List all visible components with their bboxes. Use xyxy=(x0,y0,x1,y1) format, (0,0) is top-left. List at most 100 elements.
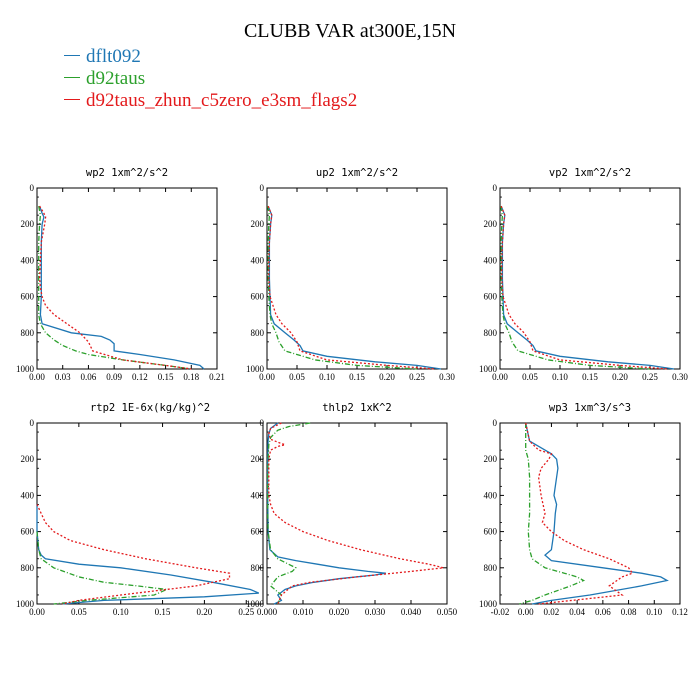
x-tick-label: 0.050 xyxy=(437,607,458,617)
x-tick-label: -0.02 xyxy=(491,607,510,617)
legend-swatch xyxy=(64,77,80,79)
x-tick-label: 0.18 xyxy=(183,372,199,382)
y-tick-label: 800 xyxy=(21,328,35,338)
x-tick-label: 0.25 xyxy=(238,607,254,617)
x-tick-label: 0.00 xyxy=(29,607,45,617)
y-tick-label: 400 xyxy=(484,255,498,265)
plot-frame xyxy=(266,422,448,605)
y-tick-label: 600 xyxy=(21,527,35,537)
x-tick-label: 0.20 xyxy=(379,372,395,382)
y-tick-label: 0 xyxy=(30,418,35,428)
y-tick-label: 800 xyxy=(251,328,265,338)
x-tick-label: 0.10 xyxy=(552,372,568,382)
legend-item-d92taus-zhun: d92taus_zhun_c5zero_e3sm_flags2 xyxy=(64,90,357,112)
x-tick-label: 0.15 xyxy=(349,372,365,382)
series-line-d92taus xyxy=(266,205,418,370)
panel-title: wp2 1xm^2/s^2 xyxy=(86,167,168,179)
y-tick-label: 0 xyxy=(30,183,35,193)
y-tick-label: 400 xyxy=(251,255,265,265)
series-line-dflt092 xyxy=(267,205,442,370)
y-tick-label: 400 xyxy=(484,490,498,500)
y-tick-label: 1000 xyxy=(479,364,498,374)
legend-item-dflt092: dflt092 xyxy=(64,46,141,68)
legend-swatch xyxy=(64,55,80,57)
x-tick-label: 0.12 xyxy=(672,607,688,617)
panel-title: up2 1xm^2/s^2 xyxy=(316,167,398,179)
x-tick-label: 0.020 xyxy=(329,607,350,617)
y-tick-label: 200 xyxy=(484,454,498,464)
y-tick-label: 800 xyxy=(21,563,35,573)
x-tick-label: 0.09 xyxy=(106,372,122,382)
y-tick-label: 600 xyxy=(251,292,265,302)
legend-item-d92taus: d92taus xyxy=(64,68,145,90)
series-line-d92taus xyxy=(519,423,586,605)
y-tick-label: 200 xyxy=(484,219,498,229)
x-tick-label: 0.15 xyxy=(582,372,598,382)
panel-title: wp3 1xm^3/s^3 xyxy=(549,402,631,414)
y-tick-label: 1000 xyxy=(246,599,265,609)
series-line-dflt092 xyxy=(36,504,260,605)
y-tick-label: 0 xyxy=(260,183,265,193)
chart-panel-6: wp3 1xm^3/s^3 0 200 400 600 800 1000-0.02 0.00 0… xyxy=(479,402,688,617)
series-line-d92taus_zhun_c5zero_e3sm_flags2 xyxy=(268,422,444,605)
y-tick-label: 200 xyxy=(21,219,35,229)
y-tick-label: 200 xyxy=(251,454,265,464)
y-tick-label: 600 xyxy=(484,527,498,537)
y-tick-label: 400 xyxy=(251,490,265,500)
legend-swatch xyxy=(64,99,80,101)
plot-frame xyxy=(499,422,681,605)
y-tick-label: 800 xyxy=(484,563,498,573)
series-line-dflt092 xyxy=(38,205,205,370)
series-line-d92taus xyxy=(38,205,192,370)
x-tick-label: 0.04 xyxy=(569,607,585,617)
x-tick-label: 0.25 xyxy=(642,372,658,382)
y-tick-label: 600 xyxy=(21,292,35,302)
x-tick-label: 0.000 xyxy=(257,607,278,617)
panel-title: rtp2 1E-6x(kg/kg)^2 xyxy=(90,402,210,414)
series-line-d92taus_zhun_c5zero_e3sm_flags2 xyxy=(36,504,231,605)
x-tick-label: 0.10 xyxy=(646,607,662,617)
series-line-d92taus_zhun_c5zero_e3sm_flags2 xyxy=(267,205,436,370)
x-tick-label: 0.00 xyxy=(29,372,45,382)
y-tick-label: 200 xyxy=(251,219,265,229)
y-tick-label: 800 xyxy=(484,328,498,338)
y-tick-label: 0 xyxy=(493,418,498,428)
x-tick-label: 0.06 xyxy=(81,372,97,382)
y-tick-label: 800 xyxy=(251,563,265,573)
y-tick-label: 1000 xyxy=(479,599,498,609)
x-tick-label: 0.10 xyxy=(319,372,335,382)
chart-panel-4: rtp2 1E-6x(kg/kg)^2 0 200 400 600 800 1000 0.00… xyxy=(16,402,264,617)
series-line-d92taus_zhun_c5zero_e3sm_flags2 xyxy=(525,422,634,605)
y-tick-label: 0 xyxy=(260,418,265,428)
x-tick-label: 0.010 xyxy=(293,607,314,617)
series-line-d92taus xyxy=(36,531,170,605)
x-tick-label: 0.08 xyxy=(621,607,637,617)
x-tick-label: 0.03 xyxy=(55,372,71,382)
series-line-d92taus xyxy=(267,422,311,605)
y-tick-label: 200 xyxy=(21,454,35,464)
x-tick-label: 0.00 xyxy=(259,372,275,382)
y-tick-label: 600 xyxy=(251,527,265,537)
page-title: CLUBB VAR at300E,15N xyxy=(243,20,457,42)
y-tick-label: 600 xyxy=(484,292,498,302)
x-tick-label: 0.15 xyxy=(155,607,171,617)
x-tick-label: 0.00 xyxy=(492,372,508,382)
series-line-dflt092 xyxy=(525,422,669,605)
plot-frame xyxy=(266,187,448,370)
series-line-d92taus xyxy=(499,205,651,370)
legend-label: d92taus xyxy=(86,68,146,89)
x-tick-label: 0.30 xyxy=(439,372,455,382)
x-tick-label: 0.25 xyxy=(409,372,425,382)
panel-title: thlp2 1xK^2 xyxy=(322,402,392,414)
series-line-d92taus_zhun_c5zero_e3sm_flags2 xyxy=(500,205,669,370)
x-tick-label: 0.00 xyxy=(518,607,534,617)
x-tick-label: 0.02 xyxy=(544,607,560,617)
x-tick-label: 0.20 xyxy=(612,372,628,382)
x-tick-label: 0.20 xyxy=(197,607,213,617)
x-tick-label: 0.05 xyxy=(71,607,87,617)
y-tick-label: 1000 xyxy=(16,364,35,374)
